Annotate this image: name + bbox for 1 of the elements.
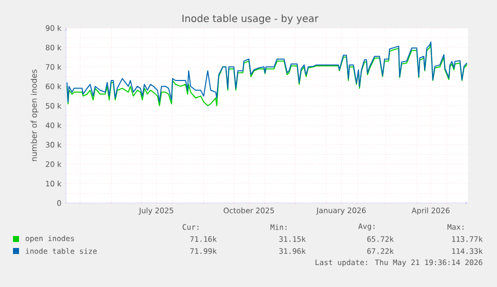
chart-title: Inode table usage - by year (182, 14, 319, 24)
